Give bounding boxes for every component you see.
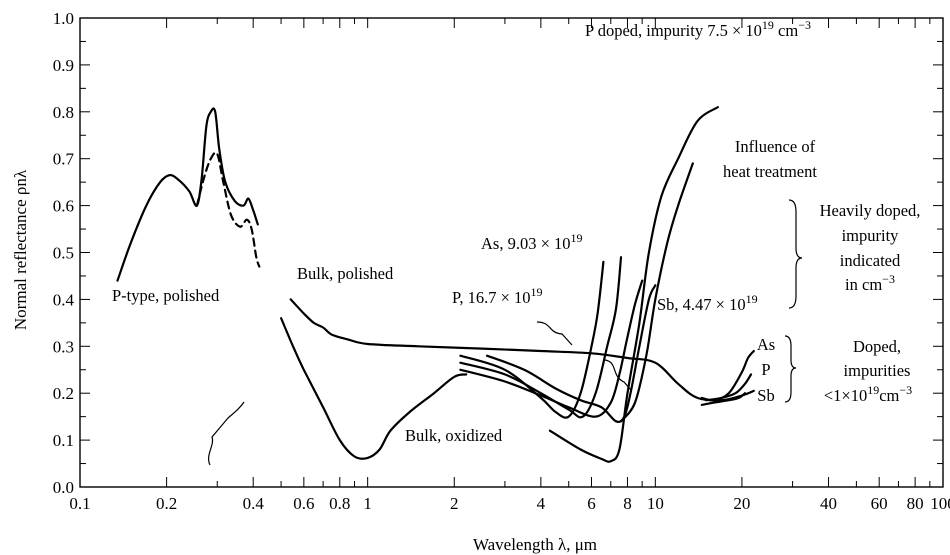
series-line-7 (459, 279, 644, 418)
series-line-1 (116, 107, 259, 282)
data-series (116, 106, 755, 463)
y-tick-label: 0.7 (53, 150, 75, 169)
series-line-9 (548, 106, 719, 463)
pointer-p-type (208, 401, 245, 466)
y-tick-label: 0.8 (53, 103, 74, 122)
series-line-10 (619, 162, 694, 423)
annotation-heavy-3: indicated (840, 251, 901, 270)
annotation-low-sb: Sb (757, 386, 774, 405)
y-tick-label: 0.0 (53, 478, 74, 497)
annotation-heat-2: heat treatment (723, 162, 817, 181)
series-line-5 (459, 260, 605, 419)
y-tick-label: 0.4 (53, 290, 75, 309)
y-tick-label: 0.1 (53, 431, 74, 450)
y-tick-label: 0.5 (53, 244, 74, 263)
annotation-sb-447: Sb, 4.47 × 1019 (657, 292, 758, 314)
series-line-4 (280, 317, 468, 460)
axis-ticks (79, 17, 944, 488)
annotation-heavy-4: in cm−3 (845, 272, 895, 294)
brace-heavily-doped (788, 199, 803, 309)
x-tick-label: 80 (907, 494, 924, 513)
x-tick-label: 0.1 (69, 494, 90, 513)
annotation-heavy-1: Heavily doped, (820, 201, 921, 220)
x-tick-label: 100 (930, 494, 950, 513)
annotation-doped-2: impurities (844, 361, 911, 380)
brace-doped (784, 335, 797, 403)
annotation-heat-1: Influence of (735, 137, 816, 156)
series-line-2 (195, 151, 261, 268)
annotation-doped-1: Doped, (853, 337, 901, 356)
series-line-3 (289, 298, 755, 402)
x-tick-label: 10 (647, 494, 664, 513)
x-axis-title: Wavelength λ, μm (473, 535, 597, 554)
annotation-p-type: P-type, polished (112, 286, 220, 305)
x-tick-label: 60 (871, 494, 888, 513)
pointer-as-903 (604, 359, 632, 391)
series-line-8 (485, 284, 657, 423)
x-tick-label: 4 (537, 494, 546, 513)
y-tick-label: 0.9 (53, 56, 74, 75)
x-tick-label: 40 (820, 494, 837, 513)
annotation-as-903: As, 9.03 × 1019 (481, 231, 583, 253)
y-axis-title: Normal reflectance ρnλ (11, 169, 30, 330)
y-tick-label: 1.0 (53, 9, 74, 28)
annotation-doped-3: <1×1019cm−3 (824, 383, 912, 405)
annotation-bulk-oxidized: Bulk, oxidized (405, 426, 503, 445)
x-tick-label: 2 (450, 494, 459, 513)
annotation-pointers (208, 199, 803, 466)
x-tick-label: 8 (623, 494, 632, 513)
y-tick-label: 0.6 (53, 197, 74, 216)
series-line-13 (700, 392, 747, 406)
x-tick-label: 1 (363, 494, 372, 513)
x-tick-label: 0.8 (329, 494, 350, 513)
series-line-12 (704, 373, 753, 402)
x-tick-label: 6 (587, 494, 596, 513)
pointer-p-167 (536, 321, 573, 346)
annotation-low-p: P (761, 360, 770, 379)
annotation-low-as: As (757, 335, 775, 354)
x-tick-label: 0.4 (243, 494, 265, 513)
annotation-p-doped-top: P doped, impurity 7.5 × 1019 cm−3 (585, 18, 811, 40)
series-line-6 (459, 256, 623, 419)
y-tick-label: 0.2 (53, 384, 74, 403)
x-tick-label: 20 (733, 494, 750, 513)
annotation-heavy-2: impurity (842, 226, 900, 245)
annotation-bulk-polished: Bulk, polished (297, 264, 394, 283)
annotations: P-type, polished Bulk, polished Bulk, oxid… (112, 18, 920, 445)
y-tick-label: 0.3 (53, 337, 74, 356)
x-tick-label: 0.2 (156, 494, 177, 513)
x-tick-label: 0.6 (293, 494, 314, 513)
annotation-p-167: P, 16.7 × 1019 (452, 285, 543, 307)
axis-tick-labels: 0.10.20.40.60.81246810204060801000.00.10… (53, 9, 950, 513)
